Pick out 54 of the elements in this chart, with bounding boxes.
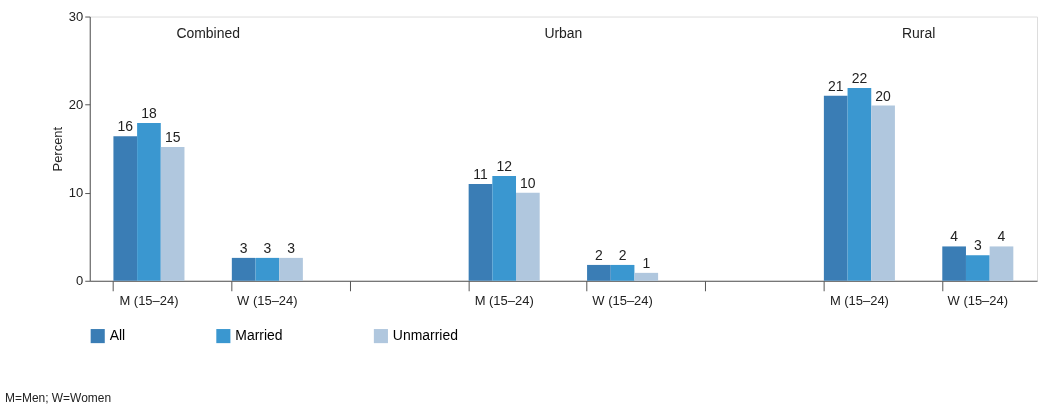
bar	[231, 257, 256, 281]
y-tick-label: 10	[68, 185, 84, 201]
y-tick-label: 0	[76, 273, 84, 289]
data-label: 4	[997, 228, 1006, 245]
data-label: 4	[950, 228, 959, 245]
data-label: 12	[496, 157, 513, 174]
x-tick-label: W (15–24)	[947, 293, 1009, 309]
bar	[113, 136, 138, 281]
data-label: 15	[164, 128, 181, 145]
text: M=Men; W=Women	[4, 391, 112, 406]
bar	[823, 95, 848, 281]
data-label: 18	[141, 105, 157, 122]
x-tick-label: W (15–24)	[237, 293, 298, 309]
data-label: 20	[875, 87, 892, 104]
bar	[634, 272, 659, 281]
bar	[610, 264, 635, 281]
legend-label: Unmarried	[392, 327, 458, 344]
bar	[137, 123, 161, 281]
x-tick-label: W (15–24)	[592, 293, 653, 309]
bar	[492, 175, 517, 281]
bar	[965, 255, 990, 281]
x-tick-label: M (15–24)	[119, 293, 179, 309]
y-tick-label: 20	[68, 97, 84, 113]
annotation: Combined	[176, 25, 240, 42]
data-label: 16	[117, 118, 134, 135]
data-label: 22	[851, 69, 868, 86]
data-label: 10	[520, 174, 536, 191]
bar	[279, 257, 303, 281]
data-label: 3	[973, 237, 982, 254]
bar	[871, 105, 895, 281]
bar	[516, 192, 540, 281]
bar	[587, 264, 611, 281]
data-label: 2	[618, 246, 627, 263]
data-label: 21	[827, 77, 844, 94]
data-label: 3	[263, 239, 272, 256]
x-tick-label: M (15–24)	[474, 293, 534, 309]
x-tick-label: M (15–24)	[829, 293, 889, 309]
bar	[942, 246, 966, 281]
bar	[255, 257, 280, 281]
y-tick-label: 30	[68, 9, 84, 25]
legend-label: Married	[235, 327, 283, 344]
bar	[847, 87, 872, 281]
annotation: Rural	[901, 25, 936, 42]
annotation: Urban	[544, 25, 583, 42]
bar	[989, 246, 1014, 281]
bar	[160, 146, 185, 281]
y-axis-title: Percent	[49, 126, 65, 172]
data-label: 3	[287, 239, 296, 256]
data-label: 2	[595, 246, 604, 263]
data-label: 1	[642, 254, 651, 271]
data-label: 11	[473, 165, 488, 182]
data-label: 3	[239, 239, 248, 256]
bar	[468, 183, 493, 281]
legend-label: All	[109, 327, 126, 344]
